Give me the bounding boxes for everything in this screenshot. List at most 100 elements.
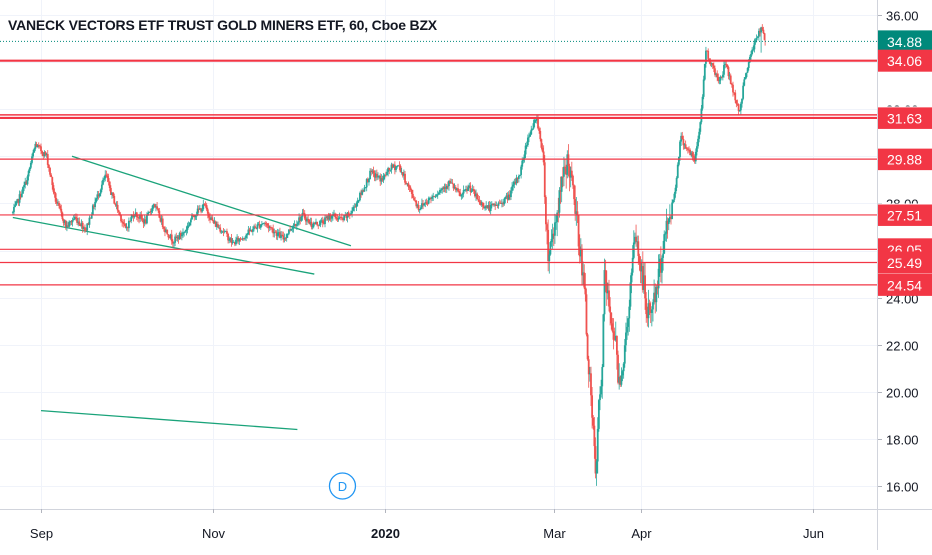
candle-body: [703, 63, 706, 80]
candle-body: [457, 188, 459, 192]
trend-line[interactable]: [71, 155, 352, 247]
trend-line[interactable]: [40, 409, 298, 431]
time-tick-label: Sep: [30, 526, 53, 541]
candle-body: [399, 165, 402, 173]
candle-body: [432, 196, 435, 198]
candle-body: [239, 238, 242, 240]
candle-series: [11, 24, 766, 486]
candle-body: [392, 164, 395, 168]
candle-body: [413, 197, 415, 201]
candle-body: [616, 335, 618, 355]
candle-body: [187, 225, 190, 227]
candle-body: [427, 198, 430, 204]
candle-body: [728, 75, 731, 77]
candle-body: [464, 189, 467, 190]
candle-body: [526, 137, 529, 146]
candle-body: [299, 217, 302, 221]
candle-body: [582, 272, 584, 276]
candle-body: [480, 202, 483, 205]
candle-body: [109, 188, 112, 195]
event-marker-group[interactable]: D: [328, 472, 357, 500]
candle-body: [525, 145, 528, 146]
candle-body: [117, 210, 120, 213]
candle-body: [671, 202, 674, 220]
candle-body: [378, 175, 381, 177]
horizontal-levels[interactable]: [0, 40, 878, 286]
time-tick-label: Nov: [202, 526, 226, 541]
candle-body: [344, 215, 347, 217]
candle-body: [746, 67, 749, 73]
candle-body: [702, 79, 705, 97]
candle-body: [158, 210, 161, 218]
candle-body: [687, 148, 689, 150]
candle-body: [503, 198, 506, 205]
candle-body: [629, 282, 632, 307]
candle-body: [264, 223, 267, 224]
candle-body: [302, 212, 305, 214]
candle-body: [573, 185, 575, 200]
candle-body: [81, 222, 84, 229]
candle-body: [707, 50, 710, 59]
candle-body: [441, 187, 444, 190]
candle-body: [462, 190, 465, 194]
time-tick-label: Jun: [803, 526, 824, 541]
candle-body: [428, 198, 431, 199]
candle-body: [70, 221, 73, 223]
candle-body: [608, 290, 610, 307]
candle-body: [758, 30, 760, 37]
candle-body: [398, 165, 401, 167]
candle-body: [655, 287, 658, 303]
candle-body: [222, 231, 225, 233]
candle-body: [440, 189, 442, 191]
candle-body: [277, 232, 280, 234]
candle-body: [689, 149, 692, 156]
candle-body: [680, 135, 683, 142]
candle-body: [763, 33, 766, 40]
candle-body: [137, 217, 139, 218]
candle-body: [634, 236, 636, 243]
candle-body: [606, 290, 609, 294]
candle-body: [619, 376, 622, 385]
candle-body: [521, 160, 524, 167]
candle-body: [595, 461, 598, 474]
candle-body: [373, 173, 376, 178]
level-price-label: 27.51: [887, 207, 922, 223]
candle-body: [167, 234, 170, 238]
candle-body: [271, 227, 273, 229]
trend-lines[interactable]: [12, 155, 352, 431]
candle-body: [60, 208, 63, 213]
candle-body: [118, 212, 121, 215]
candle-body: [41, 151, 44, 154]
candle-body: [42, 153, 45, 157]
candle-body: [414, 200, 417, 202]
candle-body: [623, 345, 626, 364]
candle-body: [214, 221, 217, 227]
candle-body: [393, 164, 396, 171]
time-axis[interactable]: Sep Nov 2020 Mar Apr Jun: [30, 509, 824, 541]
candle-body: [51, 177, 54, 186]
candle-body: [259, 224, 262, 228]
candle-body: [735, 100, 738, 104]
candle-body: [360, 192, 362, 195]
candle-body: [310, 221, 313, 228]
candle-body: [560, 176, 563, 192]
candle-body: [228, 239, 231, 241]
dividend-marker[interactable]: [328, 472, 357, 500]
candle-body: [448, 180, 450, 187]
trend-line[interactable]: [12, 216, 315, 275]
candle-body: [280, 234, 282, 238]
candle-body: [289, 229, 291, 231]
candle-body: [339, 217, 342, 219]
candle-body: [151, 205, 154, 211]
candle-body: [748, 56, 751, 63]
candle-body: [541, 147, 544, 152]
candle-body: [449, 180, 452, 184]
candle-body: [684, 144, 687, 149]
candle-body: [14, 205, 16, 207]
candle-body: [756, 36, 759, 38]
candle-body: [130, 217, 133, 222]
candle-body: [165, 229, 167, 233]
candle-body: [618, 376, 621, 383]
